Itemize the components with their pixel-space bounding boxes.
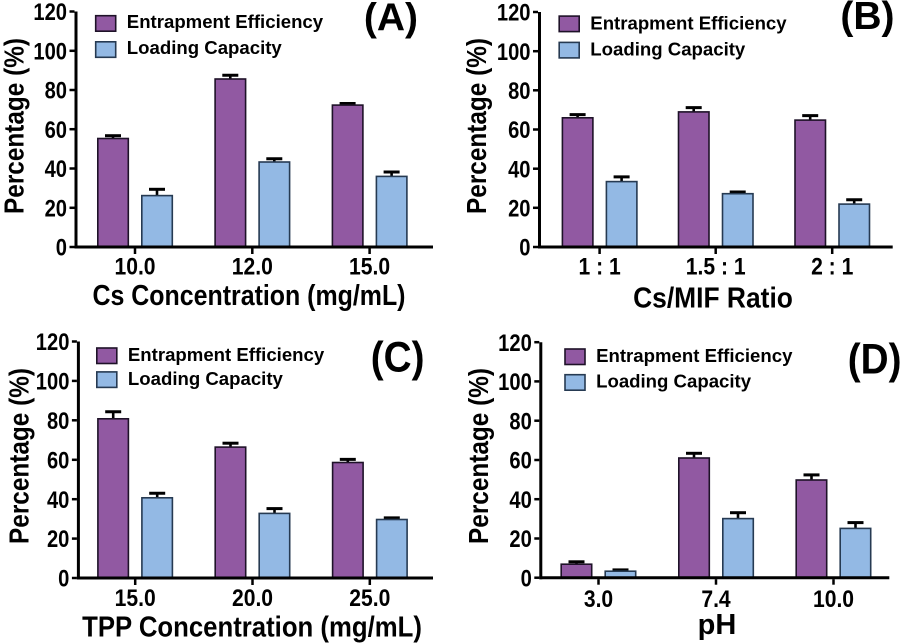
svg-text:120: 120: [36, 328, 70, 355]
svg-text:0: 0: [58, 565, 69, 592]
svg-text:60: 60: [509, 447, 531, 474]
svg-text:Entrapment Efficiency: Entrapment Efficiency: [590, 12, 787, 33]
svg-text:TPP Concentration (mg/mL): TPP Concentration (mg/mL): [82, 610, 422, 643]
svg-text:0: 0: [56, 234, 67, 261]
svg-text:100: 100: [498, 368, 532, 395]
svg-text:12.0: 12.0: [232, 253, 273, 280]
svg-text:40: 40: [509, 486, 531, 513]
svg-text:20: 20: [47, 526, 69, 553]
svg-text:Loading Capacity: Loading Capacity: [590, 38, 746, 59]
svg-text:Entrapment Efficiency: Entrapment Efficiency: [127, 11, 324, 32]
svg-text:0: 0: [521, 565, 532, 592]
svg-text:Loading Capacity: Loading Capacity: [128, 368, 284, 389]
svg-text:120: 120: [498, 329, 532, 356]
svg-text:Percentage (%): Percentage (%): [462, 368, 494, 544]
svg-text:Percentage (%): Percentage (%): [0, 38, 30, 214]
svg-text:40: 40: [508, 156, 530, 183]
svg-text:(D): (D): [848, 335, 902, 383]
svg-text:Entrapment Efficiency: Entrapment Efficiency: [596, 345, 793, 366]
svg-text:Cs/MIF Ratio: Cs/MIF Ratio: [633, 281, 793, 313]
svg-text:20: 20: [508, 195, 530, 222]
svg-text:(C): (C): [371, 333, 425, 381]
svg-text:25.0: 25.0: [349, 585, 390, 612]
svg-text:40: 40: [47, 486, 69, 513]
svg-text:2 : 1: 2 : 1: [811, 253, 853, 280]
svg-text:10.0: 10.0: [114, 253, 155, 280]
svg-text:Percentage (%): Percentage (%): [460, 38, 492, 214]
svg-text:Loading Capacity: Loading Capacity: [127, 37, 283, 58]
svg-text:1.5 : 1: 1.5 : 1: [686, 253, 746, 280]
svg-text:60: 60: [45, 116, 67, 143]
svg-text:100: 100: [36, 368, 70, 395]
svg-text:80: 80: [47, 407, 69, 434]
svg-text:Loading Capacity: Loading Capacity: [596, 371, 752, 392]
svg-text:7.4: 7.4: [701, 586, 731, 613]
svg-text:Percentage (%): Percentage (%): [3, 368, 35, 544]
svg-text:20: 20: [509, 525, 531, 552]
svg-text:120: 120: [33, 0, 67, 26]
svg-text:(A): (A): [364, 0, 418, 40]
svg-text:60: 60: [47, 447, 69, 474]
svg-text:Entrapment Efficiency: Entrapment Efficiency: [128, 344, 325, 365]
svg-text:80: 80: [508, 77, 530, 104]
svg-text:15.0: 15.0: [115, 585, 156, 612]
svg-text:60: 60: [508, 116, 530, 143]
svg-text:3.0: 3.0: [584, 586, 613, 613]
svg-text:20.0: 20.0: [232, 585, 273, 612]
svg-text:15.0: 15.0: [349, 253, 390, 280]
svg-text:80: 80: [45, 77, 67, 104]
svg-text:100: 100: [497, 38, 531, 65]
svg-text:1 : 1: 1 : 1: [578, 253, 620, 280]
svg-text:40: 40: [45, 155, 67, 182]
svg-text:pH: pH: [698, 609, 737, 641]
svg-text:Cs Concentration (mg/mL): Cs Concentration (mg/mL): [93, 279, 406, 311]
svg-text:10.0: 10.0: [813, 586, 854, 613]
svg-text:100: 100: [33, 38, 67, 65]
svg-text:120: 120: [497, 0, 531, 26]
svg-text:0: 0: [519, 234, 530, 261]
svg-text:(B): (B): [840, 0, 894, 38]
svg-text:20: 20: [45, 195, 67, 222]
svg-text:80: 80: [509, 408, 531, 435]
